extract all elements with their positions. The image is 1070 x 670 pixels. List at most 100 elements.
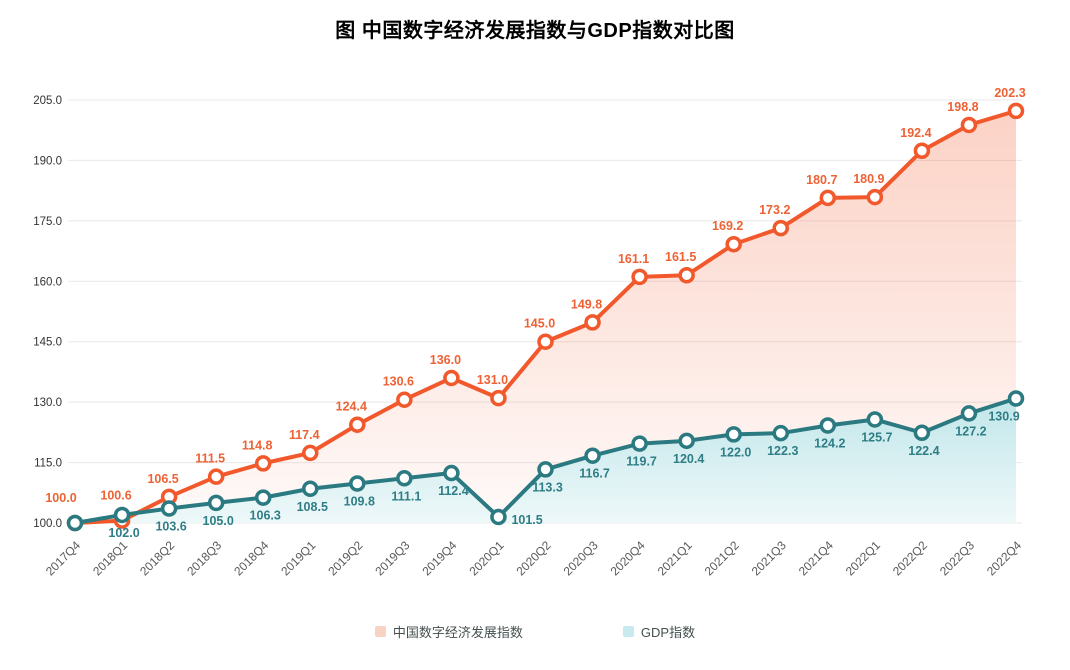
data-label-gdp: 109.8 bbox=[344, 495, 375, 509]
data-point-digital-economy bbox=[960, 116, 978, 134]
data-point-gdp bbox=[1007, 390, 1025, 407]
data-label-gdp: 103.6 bbox=[155, 519, 186, 533]
x-axis-tick-label: 2021Q1 bbox=[655, 538, 695, 578]
data-label-digital-economy: 114.8 bbox=[242, 438, 273, 452]
data-label-gdp: 119.7 bbox=[626, 455, 657, 469]
x-axis-tick-label: 2019Q2 bbox=[325, 538, 365, 578]
data-point-digital-economy bbox=[725, 235, 742, 253]
data-point-gdp bbox=[819, 417, 837, 434]
x-axis-tick-label: 2020Q1 bbox=[466, 538, 506, 578]
legend-item-digital-economy-index[interactable]: 中国数字经济发展指数 bbox=[374, 622, 523, 641]
x-axis-tick-label: 2019Q3 bbox=[372, 538, 412, 578]
data-point-gdp bbox=[349, 475, 366, 492]
data-point-gdp bbox=[160, 500, 178, 517]
data-label-digital-economy: 169.2 bbox=[712, 219, 743, 233]
data-label-digital-economy: 100.6 bbox=[100, 489, 131, 503]
data-point-gdp bbox=[254, 489, 272, 506]
data-label-digital-economy: 130.6 bbox=[383, 375, 414, 389]
data-point-gdp bbox=[725, 426, 742, 443]
legend-label-digital-economy: 中国数字经济发展指数 bbox=[392, 625, 523, 640]
data-label-gdp: 101.5 bbox=[511, 513, 542, 527]
data-point-gdp bbox=[631, 435, 648, 452]
x-axis-tick-label: 2020Q3 bbox=[561, 538, 601, 578]
data-label-gdp: 113.3 bbox=[532, 480, 563, 494]
data-point-gdp bbox=[678, 432, 695, 450]
x-axis-tick-label: 2022Q1 bbox=[843, 538, 883, 578]
data-label-gdp: 106.3 bbox=[250, 509, 281, 523]
data-point-digital-economy bbox=[349, 416, 366, 433]
data-point-digital-economy bbox=[631, 268, 648, 286]
data-label-gdp: 102.0 bbox=[108, 526, 139, 540]
data-label-gdp: 130.9 bbox=[988, 410, 1019, 424]
data-label-digital-economy: 117.4 bbox=[289, 428, 320, 442]
data-label-digital-economy: 180.9 bbox=[853, 172, 884, 186]
y-axis-tick-label: 130.0 bbox=[33, 397, 62, 409]
data-point-digital-economy bbox=[772, 219, 789, 237]
data-point-digital-economy bbox=[302, 444, 319, 462]
data-point-gdp bbox=[913, 424, 931, 442]
x-axis-tick-label: 2022Q2 bbox=[890, 538, 930, 578]
data-label-digital-economy: 180.7 bbox=[806, 173, 837, 187]
data-label-digital-economy: 173.2 bbox=[759, 203, 790, 217]
data-label-gdp: 122.0 bbox=[720, 445, 751, 459]
x-axis-tick-label: 2018Q4 bbox=[231, 538, 271, 578]
y-axis-tick-label: 190.0 bbox=[33, 155, 62, 167]
data-point-digital-economy bbox=[819, 189, 837, 207]
data-label-digital-economy: 136.0 bbox=[430, 353, 461, 367]
data-label-digital-economy: 192.4 bbox=[900, 126, 931, 140]
data-label-gdp: 111.1 bbox=[391, 489, 421, 503]
legend-swatch-gdp bbox=[622, 626, 634, 637]
x-axis-tick-label: 2021Q3 bbox=[749, 538, 789, 578]
x-axis-tick-label: 2018Q3 bbox=[184, 538, 224, 578]
data-point-digital-economy bbox=[396, 391, 413, 408]
x-axis-tick-label: 2017Q4 bbox=[43, 538, 83, 578]
data-point-digital-economy bbox=[678, 266, 695, 284]
data-point-digital-economy bbox=[537, 333, 554, 350]
data-label-gdp: 122.4 bbox=[908, 444, 939, 458]
x-axis-tick-label: 2018Q1 bbox=[90, 538, 130, 578]
legend-swatch-digital-economy bbox=[374, 626, 386, 637]
legend-label-gdp: GDP指数 bbox=[640, 625, 696, 640]
x-axis-tick-label: 2021Q2 bbox=[702, 538, 742, 578]
data-point-digital-economy bbox=[1007, 102, 1025, 120]
data-point-gdp bbox=[490, 508, 507, 526]
x-axis-tick-label: 2019Q4 bbox=[419, 538, 459, 578]
data-label-gdp: 125.7 bbox=[861, 430, 892, 444]
data-point-digital-economy bbox=[490, 389, 507, 407]
data-point-gdp bbox=[960, 405, 978, 422]
data-point-gdp bbox=[584, 447, 601, 464]
data-label-gdp: 124.2 bbox=[814, 437, 845, 451]
y-axis-tick-label: 115.0 bbox=[34, 458, 62, 470]
chart-title: 图 中国数字经济发展指数与GDP指数对比图 bbox=[335, 20, 735, 42]
chart-legend: 中国数字经济发展指数 GDP指数 bbox=[0, 622, 1070, 641]
data-label-digital-economy: 111.5 bbox=[195, 452, 225, 466]
data-label-digital-economy: 149.8 bbox=[571, 297, 602, 311]
data-label-gdp: 120.4 bbox=[673, 452, 704, 466]
data-point-digital-economy bbox=[207, 468, 225, 485]
data-point-digital-economy bbox=[584, 314, 601, 331]
x-axis-tick-label: 2022Q3 bbox=[937, 538, 977, 578]
data-label-digital-economy: 100.0 bbox=[45, 491, 76, 505]
legend-item-gdp-index[interactable]: GDP指数 bbox=[622, 622, 696, 641]
data-point-digital-economy bbox=[254, 455, 272, 472]
data-label-digital-economy: 161.1 bbox=[618, 252, 649, 266]
x-axis-tick-label: 2022Q4 bbox=[984, 538, 1024, 578]
y-axis-tick-label: 100.0 bbox=[33, 518, 62, 530]
data-point-gdp bbox=[207, 494, 225, 512]
digital-economy-area bbox=[75, 110, 1016, 524]
data-label-gdp: 112.4 bbox=[438, 484, 469, 498]
data-point-digital-economy bbox=[443, 369, 460, 387]
data-label-digital-economy: 124.4 bbox=[336, 400, 367, 414]
x-axis-tick-label: 2021Q4 bbox=[796, 538, 836, 578]
x-axis-tick-label: 2018Q2 bbox=[137, 538, 177, 578]
x-axis-tick-label: 2020Q4 bbox=[608, 538, 648, 578]
data-point-gdp bbox=[66, 514, 84, 532]
x-axis-tick-label: 2020Q2 bbox=[514, 538, 554, 578]
data-label-digital-economy: 198.8 bbox=[947, 100, 978, 114]
y-axis-tick-label: 160.0 bbox=[33, 276, 62, 288]
data-point-digital-economy bbox=[913, 142, 931, 160]
data-point-gdp bbox=[443, 464, 460, 482]
data-label-digital-economy: 106.5 bbox=[147, 472, 178, 486]
